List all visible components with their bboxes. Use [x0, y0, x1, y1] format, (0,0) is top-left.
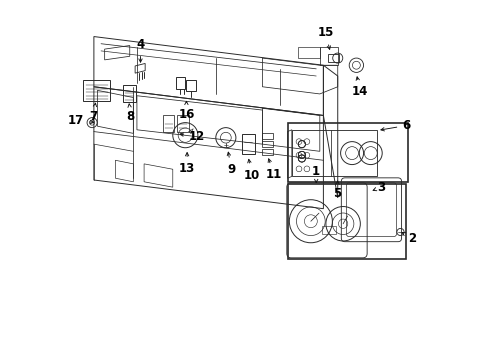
Text: 11: 11: [265, 159, 282, 181]
Text: 13: 13: [179, 153, 195, 175]
Text: 17: 17: [68, 114, 94, 127]
Text: 12: 12: [180, 130, 205, 144]
Text: 16: 16: [178, 101, 194, 121]
Text: 14: 14: [351, 77, 367, 98]
Text: 4: 4: [136, 38, 144, 62]
Text: 10: 10: [243, 159, 259, 181]
Text: 8: 8: [126, 104, 135, 123]
Text: 1: 1: [311, 165, 320, 183]
Text: 5: 5: [332, 181, 341, 200]
Text: 2: 2: [401, 232, 416, 245]
Text: 15: 15: [317, 26, 333, 49]
Text: 3: 3: [372, 181, 385, 194]
Text: 9: 9: [226, 152, 235, 176]
Text: 6: 6: [380, 119, 410, 132]
Text: 7: 7: [89, 103, 97, 123]
